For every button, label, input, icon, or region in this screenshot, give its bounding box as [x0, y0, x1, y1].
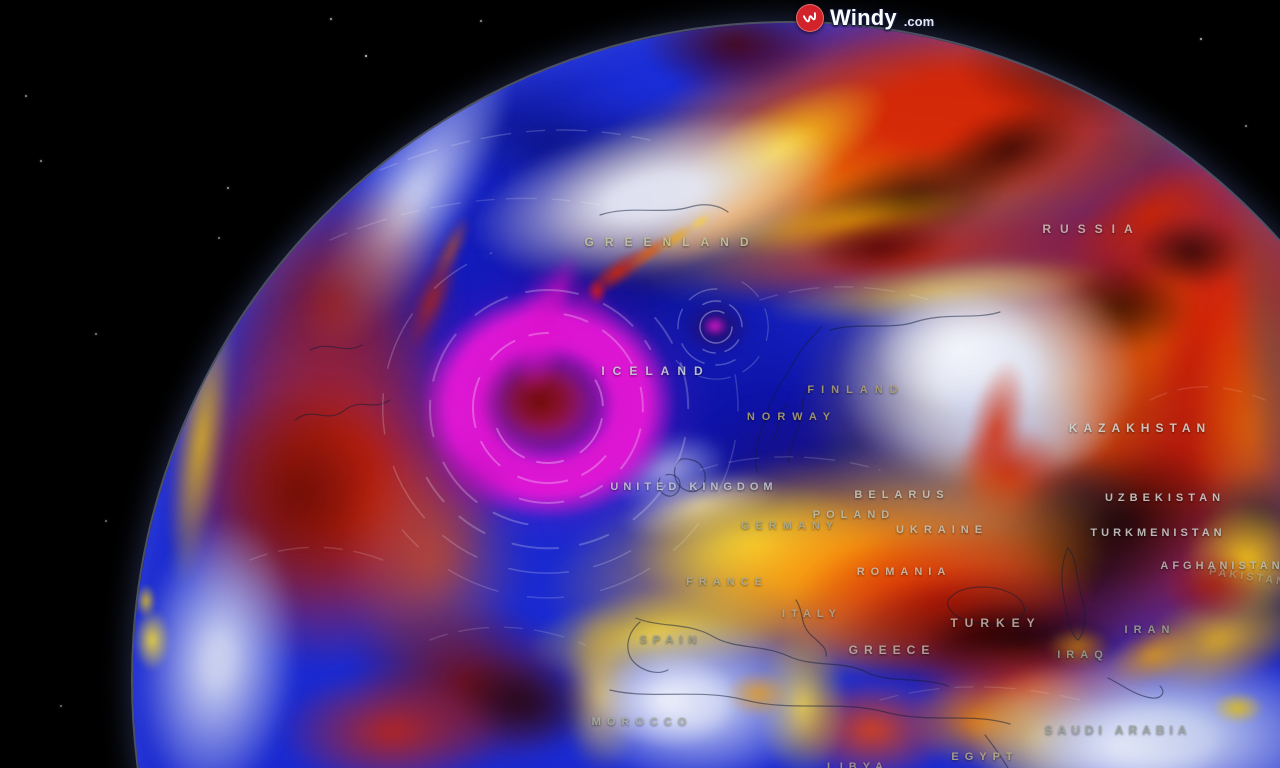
star: [95, 333, 97, 335]
logo-brand-text: Windy: [830, 5, 897, 30]
wind-streaks: [249, 129, 1266, 701]
star: [480, 20, 482, 22]
star: [1200, 38, 1202, 40]
windy-swoosh-icon: [796, 4, 824, 32]
windy-logo[interactable]: Windy .com: [796, 2, 934, 34]
country-borders: [294, 204, 1164, 768]
star: [218, 237, 220, 239]
star: [365, 55, 367, 57]
logo-suffix-text: .com: [903, 14, 935, 29]
star: [105, 520, 107, 522]
star: [60, 705, 62, 707]
star: [1245, 125, 1247, 127]
star: [330, 18, 332, 20]
star: [227, 187, 229, 189]
star: [25, 95, 27, 97]
star: [40, 160, 42, 162]
